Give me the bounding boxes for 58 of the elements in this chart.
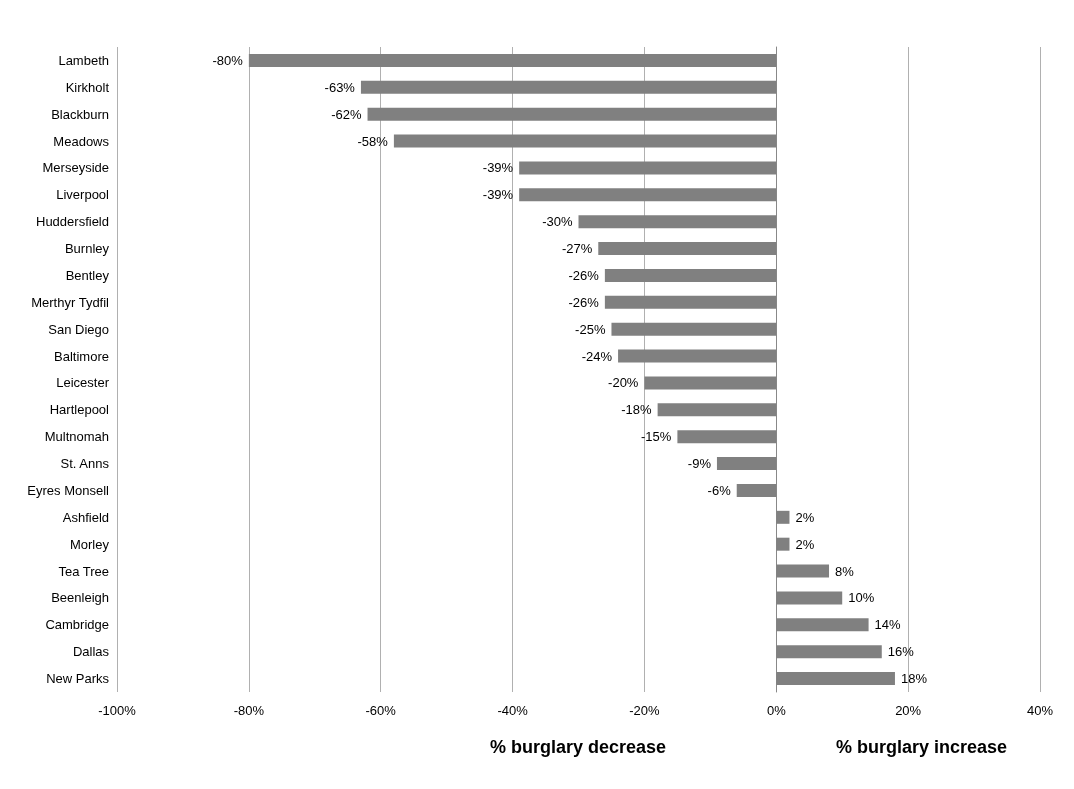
data-label: -25% xyxy=(575,321,606,337)
data-label: -62% xyxy=(331,106,362,122)
y-tick-label: Liverpool xyxy=(56,187,110,203)
y-tick-label: Eyres Monsell xyxy=(27,482,110,498)
x-tick-label: -60% xyxy=(365,703,397,718)
data-label: -26% xyxy=(568,294,600,310)
data-label: -26% xyxy=(568,267,600,283)
x-tick-label: -100% xyxy=(98,703,137,718)
x-tick-label: -20% xyxy=(629,703,661,718)
data-label: 8% xyxy=(835,563,855,579)
y-tick-label: Cambridge xyxy=(45,617,109,633)
y-tick-label: Ashfield xyxy=(62,509,109,525)
y-tick-label: Bentley xyxy=(65,267,110,283)
data-label: -80% xyxy=(212,52,244,68)
x-tick-label: 20% xyxy=(895,703,922,718)
data-label: -9% xyxy=(687,456,712,472)
y-tick-label: Morley xyxy=(69,536,110,552)
y-tick-label: Tea Tree xyxy=(58,563,109,579)
text: % burglary decrease xyxy=(490,737,667,757)
y-tick-label: Blackburn xyxy=(51,106,109,122)
y-tick-label: Hartlepool xyxy=(49,402,110,418)
data-label: -20% xyxy=(608,375,639,391)
data-label: -39% xyxy=(482,160,514,176)
y-tick-label: Beenleigh xyxy=(51,590,109,606)
data-label: 10% xyxy=(848,590,875,606)
y-tick-label: Burnley xyxy=(64,241,110,257)
y-tick-label: Lambeth xyxy=(58,52,109,68)
y-tick-label: New Parks xyxy=(46,671,110,687)
y-tick-label: Baltimore xyxy=(54,348,109,364)
data-label: 2% xyxy=(795,536,815,552)
data-label: 2% xyxy=(795,509,815,525)
y-tick-label: Meadows xyxy=(53,133,110,149)
data-label: 18% xyxy=(900,671,928,687)
data-label: -39% xyxy=(482,187,514,203)
data-label: -30% xyxy=(542,214,573,230)
y-tick-label: Merseyside xyxy=(42,160,109,176)
text: % burglary increase xyxy=(836,737,1008,757)
y-tick-label: Leicester xyxy=(56,375,110,391)
x-tick-label: -40% xyxy=(497,703,529,718)
data-label: -24% xyxy=(581,348,613,364)
y-tick-label: Multnomah xyxy=(44,429,109,445)
data-label: 14% xyxy=(874,617,902,633)
x-tick-label: -80% xyxy=(233,703,265,718)
y-tick-label: Merthyr Tydfil xyxy=(31,294,110,310)
data-label: -18% xyxy=(621,402,653,418)
data-label: -6% xyxy=(707,482,732,498)
y-tick-label: Kirkholt xyxy=(65,79,110,95)
data-label: -15% xyxy=(641,429,672,445)
data-label: -63% xyxy=(324,79,356,95)
data-label: -58% xyxy=(357,133,389,149)
y-tick-label: Dallas xyxy=(72,644,110,660)
y-tick-label: Huddersfield xyxy=(36,214,109,230)
data-label: -27% xyxy=(561,241,593,257)
y-tick-label: St. Anns xyxy=(60,456,110,472)
data-label: 16% xyxy=(887,644,915,660)
x-tick-label: 40% xyxy=(1026,703,1054,718)
x-tick-label: 0% xyxy=(766,703,787,718)
y-tick-label: San Diego xyxy=(48,321,109,337)
